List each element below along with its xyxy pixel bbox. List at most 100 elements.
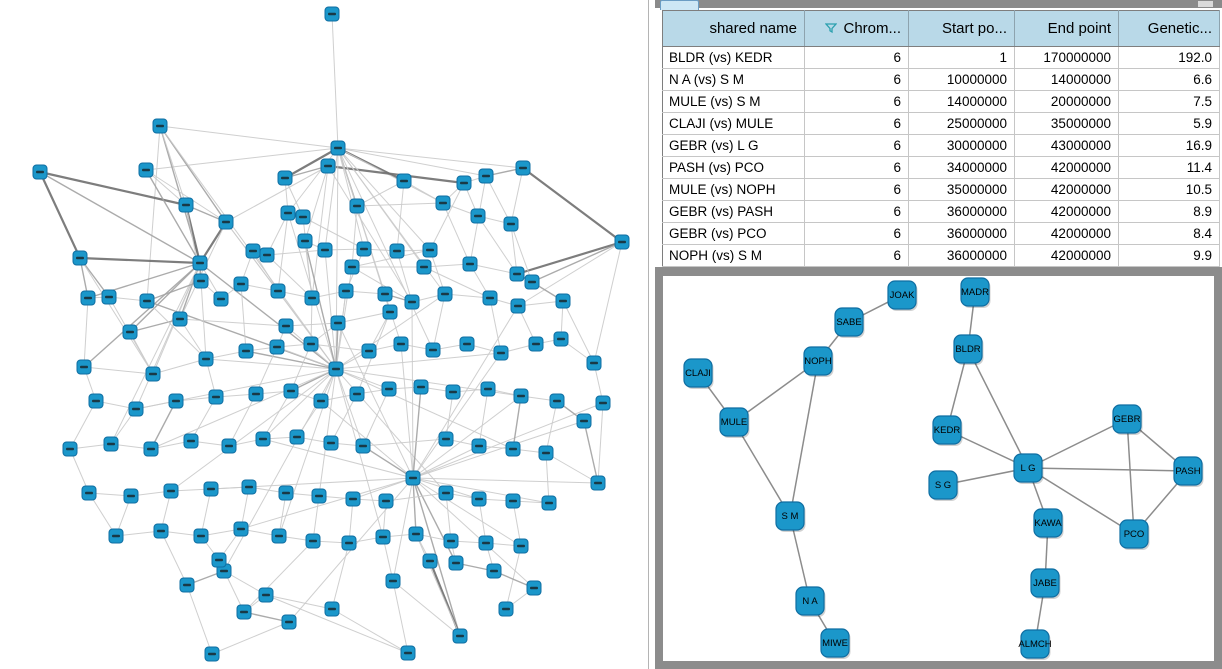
network-node[interactable]: [248, 386, 264, 402]
network-node[interactable]: [283, 383, 299, 399]
network-node[interactable]: [203, 481, 219, 497]
table-row[interactable]: MULE (vs) NOPH 6 35000000 42000000 10.5: [662, 178, 1220, 201]
network-node[interactable]: [498, 601, 514, 617]
network-node[interactable]: [595, 395, 611, 411]
network-node[interactable]: [163, 483, 179, 499]
network-node[interactable]: [305, 533, 321, 549]
cell-value[interactable]: 8.4: [1118, 222, 1220, 245]
cell-shared-name[interactable]: CLAJI (vs) MULE: [662, 112, 805, 135]
network-node-noph[interactable]: NOPH: [803, 346, 834, 377]
network-node[interactable]: [289, 429, 305, 445]
table-row[interactable]: N A (vs) S M 6 10000000 14000000 6.6: [662, 68, 1220, 91]
network-node[interactable]: [356, 241, 372, 257]
network-node[interactable]: [445, 384, 461, 400]
network-node[interactable]: [241, 479, 257, 495]
network-node[interactable]: [381, 381, 397, 397]
network-node[interactable]: [317, 242, 333, 258]
network-node[interactable]: [270, 283, 286, 299]
network-node[interactable]: [471, 438, 487, 454]
network-node[interactable]: [32, 164, 48, 180]
network-node[interactable]: [438, 431, 454, 447]
network-node[interactable]: [128, 401, 144, 417]
network-node[interactable]: [278, 485, 294, 501]
network-node[interactable]: [555, 293, 571, 309]
column-header-chrom-[interactable]: Chrom...: [804, 10, 909, 47]
network-node[interactable]: [179, 577, 195, 593]
filtered-network-canvas[interactable]: JOAK SABE NOPH CLAJI MULE S M N A MIWE MADR BLDR K…: [663, 276, 1214, 661]
network-node[interactable]: [448, 555, 464, 571]
table-row[interactable]: PASH (vs) PCO 6 34000000 42000000 11.4: [662, 156, 1220, 179]
cell-value[interactable]: 42000000: [1014, 222, 1119, 245]
network-node[interactable]: [553, 331, 569, 347]
network-node[interactable]: [349, 198, 365, 214]
network-node-s-g[interactable]: S G: [928, 470, 959, 501]
cell-value[interactable]: 6: [804, 156, 909, 179]
network-node[interactable]: [486, 563, 502, 579]
network-node-jabe[interactable]: JABE: [1030, 568, 1061, 599]
network-node[interactable]: [338, 283, 354, 299]
cell-value[interactable]: 30000000: [908, 134, 1015, 157]
network-node[interactable]: [408, 526, 424, 542]
network-node[interactable]: [528, 336, 544, 352]
table-row[interactable]: CLAJI (vs) MULE 6 25000000 35000000 5.9: [662, 112, 1220, 135]
network-node[interactable]: [303, 336, 319, 352]
network-node[interactable]: [505, 441, 521, 457]
network-node[interactable]: [538, 445, 554, 461]
column-header-start-po-[interactable]: Start po...: [908, 10, 1015, 47]
network-node-kawa[interactable]: KAWA: [1033, 508, 1064, 539]
network-node[interactable]: [503, 216, 519, 232]
network-node[interactable]: [515, 160, 531, 176]
network-node[interactable]: [330, 140, 346, 156]
network-node[interactable]: [88, 393, 104, 409]
table-row[interactable]: GEBR (vs) PCO 6 36000000 42000000 8.4: [662, 222, 1220, 245]
cell-value[interactable]: 6: [804, 90, 909, 113]
network-node[interactable]: [377, 286, 393, 302]
network-node[interactable]: [524, 274, 540, 290]
network-node[interactable]: [324, 6, 340, 22]
network-node[interactable]: [375, 529, 391, 545]
network-node[interactable]: [493, 345, 509, 361]
network-node[interactable]: [213, 291, 229, 307]
table-row[interactable]: NOPH (vs) S M 6 36000000 42000000 9.9: [662, 244, 1220, 267]
network-node-madr[interactable]: MADR: [960, 277, 991, 308]
cell-shared-name[interactable]: N A (vs) S M: [662, 68, 805, 91]
network-node-joak[interactable]: JOAK: [887, 280, 918, 311]
network-node[interactable]: [297, 233, 313, 249]
network-node[interactable]: [422, 242, 438, 258]
cell-value[interactable]: 6: [804, 200, 909, 223]
network-node[interactable]: [341, 535, 357, 551]
cell-value[interactable]: 16.9: [1118, 134, 1220, 157]
cell-value[interactable]: 6: [804, 222, 909, 245]
network-node[interactable]: [413, 379, 429, 395]
network-node[interactable]: [259, 247, 275, 263]
cell-value[interactable]: 42000000: [1014, 244, 1119, 267]
network-node[interactable]: [204, 646, 220, 662]
main-network-canvas[interactable]: [0, 0, 648, 669]
network-view-main[interactable]: [0, 0, 648, 669]
cell-value[interactable]: 6: [804, 68, 909, 91]
table-row[interactable]: GEBR (vs) PASH 6 36000000 42000000 8.9: [662, 200, 1220, 223]
network-node[interactable]: [139, 293, 155, 309]
network-node[interactable]: [72, 250, 88, 266]
column-header-end-point[interactable]: End point: [1014, 10, 1119, 47]
network-node[interactable]: [153, 523, 169, 539]
network-node[interactable]: [482, 290, 498, 306]
network-node[interactable]: [355, 438, 371, 454]
column-header-genetic-[interactable]: Genetic...: [1118, 10, 1220, 47]
network-node[interactable]: [323, 435, 339, 451]
network-node[interactable]: [245, 243, 261, 259]
network-node[interactable]: [193, 273, 209, 289]
network-node[interactable]: [459, 336, 475, 352]
network-node[interactable]: [281, 614, 297, 630]
network-node[interactable]: [236, 604, 252, 620]
cell-value[interactable]: 6: [804, 178, 909, 201]
network-node[interactable]: [192, 255, 208, 271]
cell-value[interactable]: 6: [804, 134, 909, 157]
network-node[interactable]: [168, 393, 184, 409]
network-node[interactable]: [277, 170, 293, 186]
network-node[interactable]: [389, 243, 405, 259]
network-node[interactable]: [178, 197, 194, 213]
cell-value[interactable]: 36000000: [908, 222, 1015, 245]
network-node[interactable]: [233, 521, 249, 537]
network-node[interactable]: [443, 533, 459, 549]
